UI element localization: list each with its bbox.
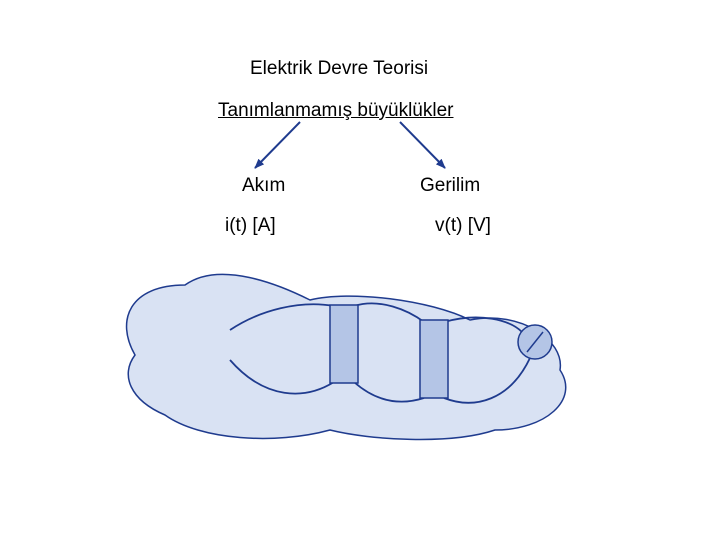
source-label-line2: Devresi xyxy=(170,352,228,372)
left-branch-formula: i(t) [A] xyxy=(225,215,276,237)
diagram-subtitle: Tanımlanmamış büyüklükler xyxy=(218,100,453,122)
right-branch-label: Gerilim xyxy=(420,175,480,197)
right-branch-formula: v(t) [V] xyxy=(435,215,491,237)
arrow-right xyxy=(400,122,445,168)
source-label-line1: Uyarma xyxy=(170,330,230,350)
box1-minus-sign: _ xyxy=(308,378,319,401)
box2-plus-sign: + xyxy=(395,328,407,351)
caret-icon: ^ xyxy=(339,296,347,317)
element-box-2 xyxy=(420,320,448,398)
wire-1 xyxy=(354,303,424,322)
left-branch-label: Akım xyxy=(242,175,285,197)
box1-plus-sign: + xyxy=(305,308,317,331)
wire-4 xyxy=(354,382,424,402)
box2-minus-sign: _ xyxy=(398,398,409,421)
wire-group xyxy=(230,303,530,402)
wire-0 xyxy=(230,304,334,330)
voltmeter-label: V xyxy=(528,336,540,357)
wire-5 xyxy=(444,358,530,403)
diagram-svg xyxy=(0,0,720,540)
diagram-stage: Elektrik Devre Teorisi Tanımlanmamış büy… xyxy=(0,0,720,540)
diagram-title: Elektrik Devre Teorisi xyxy=(250,58,428,80)
arrow-left xyxy=(255,122,300,168)
wire-2 xyxy=(444,317,522,332)
